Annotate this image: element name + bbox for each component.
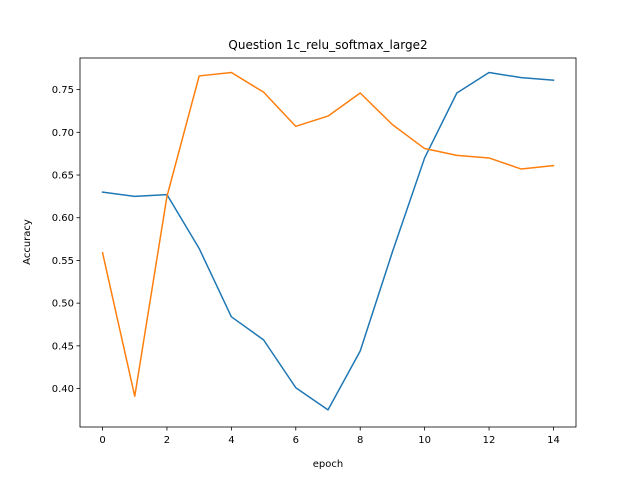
y-tick-label: 0.55 xyxy=(52,256,74,267)
x-tick-label: 10 xyxy=(418,435,431,446)
x-tick-label: 8 xyxy=(357,435,363,446)
x-axis: 0 2 4 6 8 10 12 14 xyxy=(99,427,560,446)
plot-frame xyxy=(79,57,577,428)
x-axis-label: epoch xyxy=(313,459,343,470)
series-layer xyxy=(101,71,555,411)
x-tick-label: 0 xyxy=(99,435,105,446)
y-tick-label: 0.65 xyxy=(52,171,74,182)
y-tick-label: 0.45 xyxy=(52,341,74,352)
y-tick-label: 0.75 xyxy=(52,85,74,96)
x-tick-label: 2 xyxy=(164,435,170,446)
y-tick-label: 0.50 xyxy=(52,299,74,310)
chart-title: Question 1c_relu_softmax_large2 xyxy=(228,38,427,52)
x-tick-label: 14 xyxy=(547,435,560,446)
y-tick-label: 0.70 xyxy=(52,128,74,139)
y-axis-label: Accuracy xyxy=(22,219,33,265)
y-tick-label: 0.60 xyxy=(52,213,74,224)
series-line-2 xyxy=(101,71,555,397)
series-line-1 xyxy=(101,71,555,411)
y-axis: 0.40 0.45 0.50 0.55 0.60 0.65 0.70 0.75 xyxy=(52,85,80,395)
x-tick-label: 6 xyxy=(293,435,299,446)
y-tick-label: 0.40 xyxy=(52,384,74,395)
x-tick-label: 12 xyxy=(483,435,496,446)
x-tick-label: 4 xyxy=(228,435,234,446)
